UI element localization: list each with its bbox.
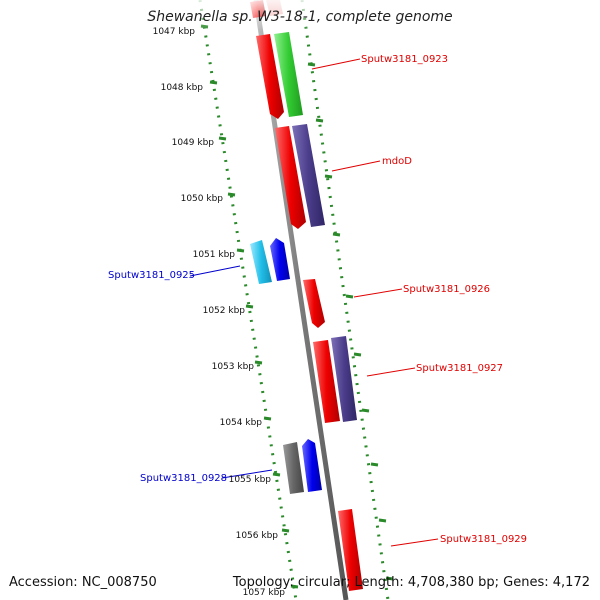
gene-feature-red	[338, 509, 363, 591]
gene-feature-cyan	[250, 240, 272, 284]
gene-feature-red	[275, 126, 306, 229]
gene-feature-blue	[302, 439, 322, 492]
gene-feature-purple	[292, 124, 325, 227]
gene-label[interactable]: Sputw3181_0929	[440, 534, 527, 545]
gene-feature-blue	[270, 238, 290, 281]
tick-label: 1051 kbp	[193, 250, 236, 260]
genome-summary-text: Topology: circular; Length: 4,708,380 bp…	[232, 575, 590, 590]
tick-label: 1052 kbp	[203, 306, 246, 316]
gene-label[interactable]: mdoD	[382, 156, 412, 167]
tick-label: 1055 kbp	[229, 475, 272, 485]
tick-label: 1049 kbp	[172, 138, 215, 148]
gene-label[interactable]: Sputw3181_0926	[403, 284, 490, 295]
gene-feature-red	[256, 34, 284, 119]
tick-label: 1053 kbp	[212, 362, 255, 372]
outer-tick-marks	[307, 62, 394, 581]
gene-feature-red	[313, 340, 340, 423]
tick-label: 1056 kbp	[236, 531, 279, 541]
gene-label[interactable]: Sputw3181_0923	[361, 54, 448, 65]
tick-label: 1048 kbp	[161, 83, 204, 93]
tick-label: 1054 kbp	[220, 418, 263, 428]
gene-label[interactable]: Sputw3181_0925	[108, 270, 195, 281]
inner-dotted-track	[198, 0, 298, 600]
gene-feature-red	[303, 279, 325, 328]
tick-label: 1047 kbp	[153, 27, 196, 37]
tick-label: 1057 kbp	[243, 588, 286, 598]
gene-feature-green	[274, 32, 303, 117]
callout-lines	[189, 58, 439, 547]
gene-label[interactable]: Sputw3181_0928	[140, 473, 227, 484]
tick-label: 1050 kbp	[181, 194, 224, 204]
genome-title: Shewanella sp. W3-18-1, complete genome	[147, 9, 453, 25]
gene-feature-purple	[331, 336, 357, 422]
gene-feature-gray	[283, 442, 304, 494]
outer-dotted-track	[300, 0, 390, 600]
accession-text: Accession: NC_008750	[9, 575, 157, 590]
gene-label[interactable]: Sputw3181_0927	[416, 363, 503, 374]
